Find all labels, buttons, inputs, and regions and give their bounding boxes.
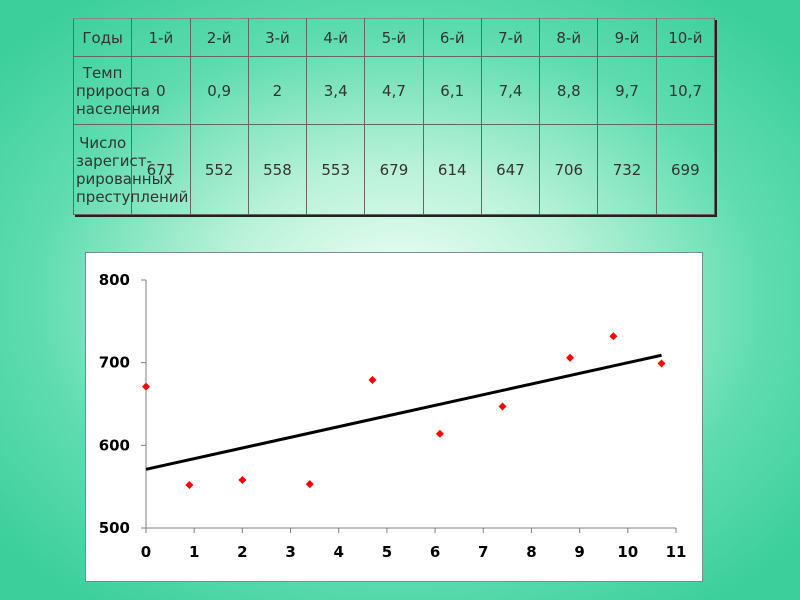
table-cell: 699 <box>655 124 716 215</box>
table-cell: 732 <box>597 124 657 215</box>
header-cell: Годы <box>72 18 133 57</box>
row-label-line: Число <box>79 133 127 152</box>
table-cell: 3,4 <box>306 56 366 125</box>
row-label-line: зарегист- <box>76 151 152 170</box>
header-cell: 6-й <box>422 18 482 57</box>
table-cell: 679 <box>364 124 424 215</box>
table-cell: 647 <box>480 124 541 215</box>
header-cell: 5-й <box>364 18 424 57</box>
header-cell: 9-й <box>597 18 657 57</box>
table-cell: 4,7 <box>364 56 424 125</box>
header-cell: 1-й <box>131 18 191 57</box>
header-cell: 7-й <box>480 18 541 57</box>
x-tick-label: 3 <box>285 543 295 561</box>
data-point <box>609 332 618 341</box>
table-row-population-growth: Темп прироста населения 0 0,9 2 3,4 4,7 … <box>72 56 716 125</box>
x-tick-label: 7 <box>478 543 488 561</box>
data-table: Годы 1-й 2-й 3-й 4-й 5-й 6-й 7-й 8-й 9-й… <box>72 18 716 215</box>
row-label-line: населения <box>76 99 160 118</box>
table-cell: 706 <box>539 124 599 215</box>
y-tick-label: 800 <box>99 271 130 289</box>
header-cell: 2-й <box>189 18 249 57</box>
header-cell: 8-й <box>539 18 599 57</box>
chart-svg: 500 600 700 800 0 1 2 3 4 5 6 7 8 9 10 11 <box>99 271 687 561</box>
table-cell: 558 <box>247 124 308 215</box>
table-cell: 7,4 <box>480 56 541 125</box>
row-label-line: прироста <box>76 81 150 100</box>
data-point <box>368 376 377 385</box>
data-point <box>498 402 507 411</box>
data-point <box>305 480 314 489</box>
row-label-crimes: Число зарегист- рированных преступлений <box>72 124 188 215</box>
x-tick-label: 10 <box>617 543 638 561</box>
x-tick-label: 0 <box>141 543 151 561</box>
table-cell: 9,7 <box>597 56 657 125</box>
table-cell: 2 <box>247 56 308 125</box>
y-tick-label: 600 <box>99 436 130 454</box>
table-cell: 8,8 <box>539 56 599 125</box>
x-tick-label: 1 <box>189 543 199 561</box>
y-tick-label: 500 <box>99 519 130 537</box>
header-cell: 10-й <box>655 18 716 57</box>
row-label-line: преступлений <box>76 187 189 206</box>
table-cell: 6,1 <box>422 56 482 125</box>
x-tick-label: 2 <box>237 543 247 561</box>
header-cell: 3-й <box>247 18 308 57</box>
header-cell: 4-й <box>306 18 366 57</box>
x-tick-label: 4 <box>334 543 344 561</box>
row-label-line: Темп <box>82 63 123 82</box>
table-cell: 553 <box>306 124 366 215</box>
x-tick-label: 9 <box>574 543 584 561</box>
data-point <box>435 429 444 438</box>
x-tick-label: 11 <box>666 543 687 561</box>
x-tick-label: 8 <box>526 543 536 561</box>
data-point <box>657 359 666 368</box>
table-row-crimes: Число зарегист- рированных преступлений … <box>72 124 716 215</box>
table-cell: 0 <box>131 56 191 125</box>
data-point <box>142 382 150 391</box>
table-cell: 552 <box>189 124 249 215</box>
table-cell: 10,7 <box>655 56 716 125</box>
table-cell: 0,9 <box>189 56 249 125</box>
table-cell: 671 <box>131 124 191 215</box>
y-tick-label: 700 <box>99 354 130 372</box>
data-point <box>238 476 247 485</box>
row-label-population-growth: Темп прироста населения <box>72 56 160 125</box>
trendline <box>145 353 662 471</box>
data-point <box>185 481 194 490</box>
x-tick-label: 5 <box>382 543 392 561</box>
table-cell: 614 <box>422 124 482 215</box>
table-header-row: Годы 1-й 2-й 3-й 4-й 5-й 6-й 7-й 8-й 9-й… <box>72 18 716 57</box>
data-point <box>566 353 574 362</box>
scatter-chart: 500 600 700 800 0 1 2 3 4 5 6 7 8 9 10 11 <box>85 252 703 582</box>
x-tick-label: 6 <box>430 543 440 561</box>
